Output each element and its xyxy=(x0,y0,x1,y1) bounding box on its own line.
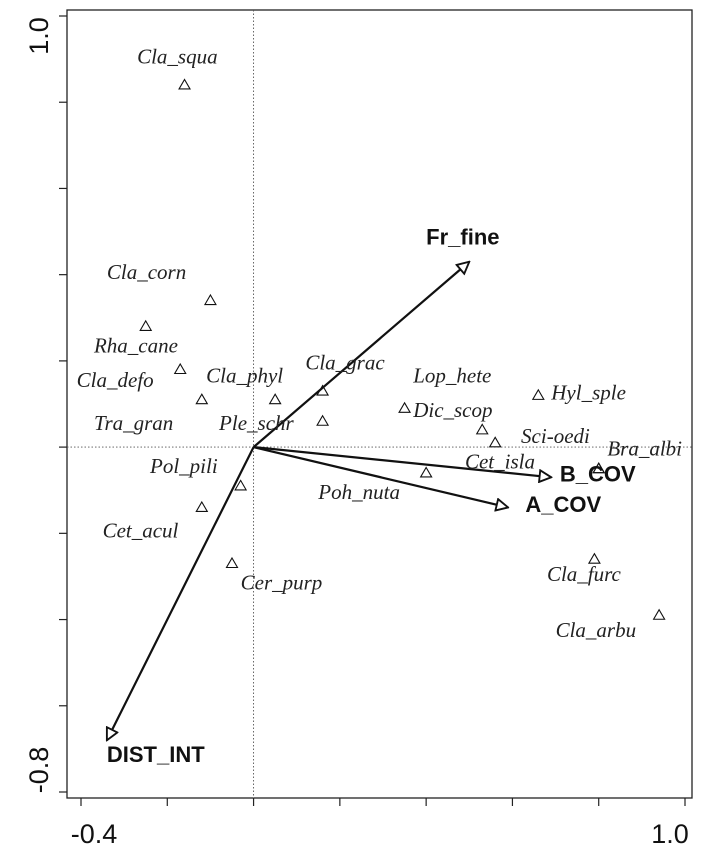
arrow-label-b-cov: B_COV xyxy=(560,462,636,487)
species-label-cla-defo: Cla_defo xyxy=(77,368,154,392)
arrow-label-fr-fine: Fr_fine xyxy=(426,224,499,249)
y-axis-ticks xyxy=(59,15,67,793)
species-label-pol-pili: Pol_pili xyxy=(149,454,218,478)
species-marker-cla-furc xyxy=(587,552,601,564)
species-label-sci-oedi: Sci-oedi xyxy=(521,424,590,448)
species-label-cet-acul: Cet_acul xyxy=(103,519,179,543)
species-marker-cla-corn xyxy=(203,293,217,306)
arrow-label-dist-int: DIST_INT xyxy=(107,742,205,767)
species-marker-cer-purp xyxy=(225,556,239,569)
species-marker-cla-defo xyxy=(173,362,187,375)
x-axis-ticks xyxy=(80,798,686,806)
species-marker-dic-scop xyxy=(475,423,489,435)
species-marker-cla-phyl xyxy=(268,393,282,405)
arrow-fr-fine xyxy=(252,262,470,448)
species-points: Cla_squa Cla_corn Rha_cane Cla_defo Cla_phyl… xyxy=(77,44,682,641)
species-label-cet-isla: Cet_isla xyxy=(465,450,535,474)
x-tick-label-max: 1.0 xyxy=(651,819,689,849)
species-marker-lop-hete xyxy=(398,401,412,413)
plot-frame xyxy=(66,9,693,799)
species-label-cla-squa: Cla_squa xyxy=(137,44,218,68)
species-label-hyl-sple: Hyl_sple xyxy=(550,381,626,405)
species-label-cla-grac: Cla_grac xyxy=(305,351,385,375)
species-marker-sci-oedi xyxy=(488,436,502,448)
environmental-arrows: Fr_fine B_COV A_COV DIST_INT xyxy=(105,224,636,767)
arrow-a-cov xyxy=(253,446,509,507)
arrow-dist-int xyxy=(105,446,255,740)
species-marker-tra-gran xyxy=(195,393,209,405)
species-marker-cla-grac xyxy=(316,384,330,396)
species-label-bra-albi: Bra_albi xyxy=(607,437,682,461)
species-label-lop-hete: Lop_hete xyxy=(412,363,491,387)
species-label-dic-scop: Dic_scop xyxy=(412,398,492,422)
species-marker-cla-squa xyxy=(178,78,191,90)
x-tick-label-min: -0.4 xyxy=(71,819,118,849)
species-label-tra-gran: Tra_gran xyxy=(94,411,173,435)
species-label-cla-corn: Cla_corn xyxy=(107,260,186,284)
species-label-rha-cane: Rha_cane xyxy=(93,333,178,357)
y-tick-label-max: 1.0 xyxy=(24,17,54,55)
species-label-poh-nuta: Poh_nuta xyxy=(317,480,400,504)
arrow-b-cov xyxy=(253,446,552,477)
species-marker-poh-nuta xyxy=(419,466,433,478)
arrow-label-a-cov: A_COV xyxy=(525,492,601,517)
species-marker-rha-cane xyxy=(139,319,153,331)
y-tick-label-min: -0.8 xyxy=(24,747,54,794)
species-marker-bra-albi xyxy=(592,462,606,474)
species-label-cla-furc: Cla_furc xyxy=(547,562,622,586)
species-marker-cla-arbu xyxy=(652,608,666,620)
species-label-cla-phyl: Cla_phyl xyxy=(206,363,283,387)
species-label-ple-schr: Ple_schr xyxy=(218,411,294,435)
species-label-cla-arbu: Cla_arbu xyxy=(556,618,637,642)
species-marker-cet-acul xyxy=(195,500,209,513)
species-marker-ple-schr xyxy=(316,414,330,426)
species-label-cer-purp: Cer_purp xyxy=(241,570,323,594)
species-marker-hyl-sple xyxy=(531,388,545,400)
species-marker-pol-pili xyxy=(234,479,248,491)
